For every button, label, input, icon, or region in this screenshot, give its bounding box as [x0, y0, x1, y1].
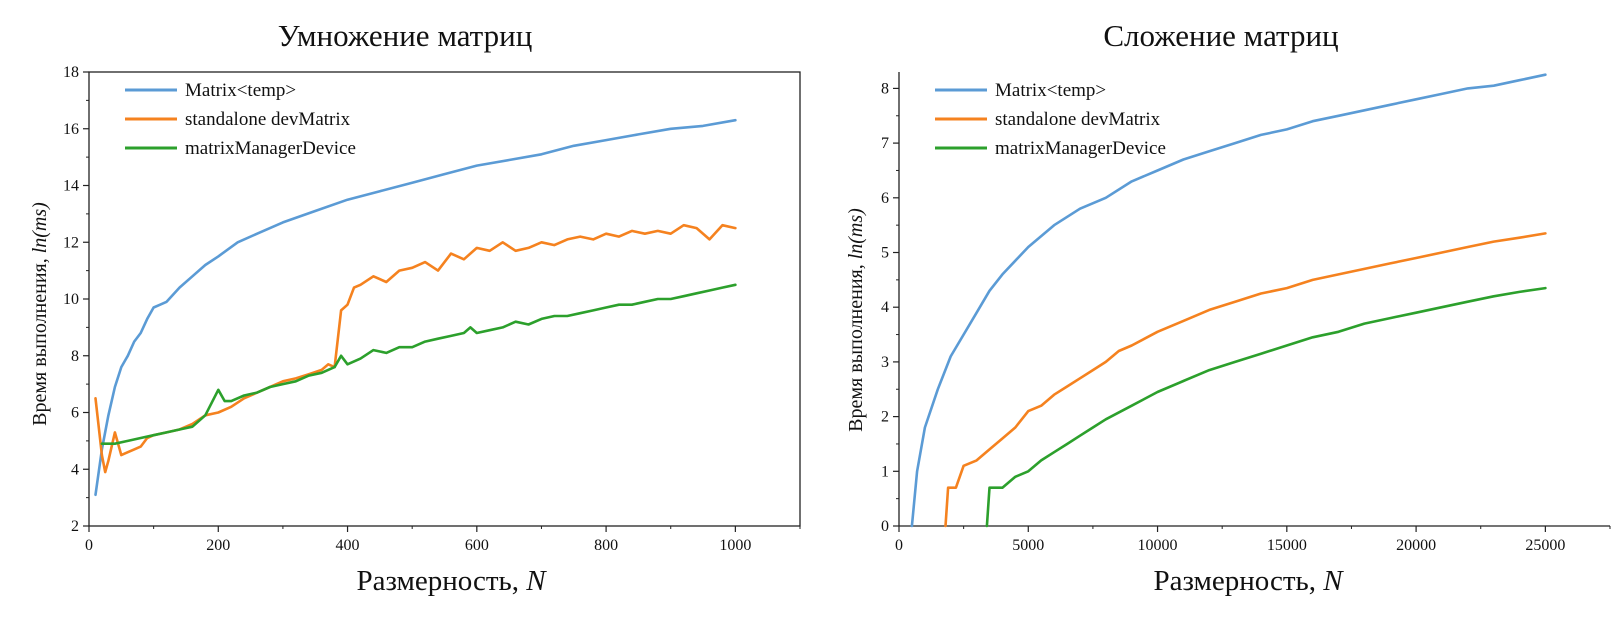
x-tick-label: 10000 — [1138, 537, 1178, 554]
chart-title: Сложение матриц — [1103, 18, 1338, 53]
x-axis-label: Размерность, N — [1153, 565, 1344, 597]
y-tick-label: 6 — [881, 190, 889, 207]
legend-label: standalone devMatrix — [995, 109, 1161, 130]
y-tick-label: 0 — [881, 518, 889, 535]
y-tick-label: 10 — [63, 291, 79, 308]
legend-label: matrixManagerDevice — [185, 138, 356, 159]
x-tick-label: 1000 — [719, 537, 751, 554]
x-axis-label: Размерность, N — [356, 565, 547, 597]
x-tick-label: 0 — [895, 537, 903, 554]
y-tick-label: 14 — [63, 178, 79, 195]
x-tick-label: 200 — [206, 537, 230, 554]
y-axis-label: Время выполнения, ln(ms) — [845, 208, 867, 432]
series-line-3 — [100, 283, 737, 445]
legend-label: standalone devMatrix — [185, 109, 351, 130]
addition-chart: Сложение матриц Время выполнения, ln(ms)… — [845, 18, 1611, 597]
legend-label: Matrix<temp> — [185, 80, 296, 101]
multiplication-chart: Умножение матриц Время выполнения, ln(ms… — [29, 18, 801, 597]
y-tick-label: 2 — [881, 409, 889, 426]
y-tick-label: 4 — [881, 299, 889, 316]
y-axis-label: Время выполнения, ln(ms) — [29, 202, 51, 426]
x-tick-label: 5000 — [1012, 537, 1044, 554]
x-tick-label: 400 — [336, 537, 360, 554]
x-tick-label: 800 — [594, 537, 618, 554]
series-line-3 — [985, 286, 1547, 528]
y-tick-label: 8 — [71, 348, 79, 365]
y-tick-label: 4 — [71, 461, 79, 478]
x-tick-label: 25000 — [1525, 537, 1565, 554]
x-tick-label: 600 — [465, 537, 489, 554]
chart-title: Умножение матриц — [278, 18, 533, 53]
y-tick-label: 3 — [881, 354, 889, 371]
y-tick-label: 1 — [881, 463, 889, 480]
y-tick-label: 12 — [63, 234, 79, 251]
y-tick-label: 5 — [881, 245, 889, 262]
x-tick-label: 0 — [85, 537, 93, 554]
y-tick-label: 16 — [63, 121, 79, 138]
legend-label: Matrix<temp> — [995, 80, 1106, 101]
series-line-2 — [944, 232, 1547, 528]
x-tick-label: 20000 — [1396, 537, 1436, 554]
y-tick-label: 18 — [63, 64, 79, 81]
y-tick-label: 8 — [881, 80, 889, 97]
legend-label: matrixManagerDevice — [995, 138, 1166, 159]
x-tick-label: 15000 — [1267, 537, 1307, 554]
y-tick-label: 7 — [881, 135, 889, 152]
series-line-2 — [94, 223, 737, 474]
y-tick-label: 6 — [71, 405, 79, 422]
series-line-1 — [910, 73, 1547, 528]
series-line-1 — [94, 118, 737, 497]
y-tick-label: 2 — [71, 518, 79, 535]
